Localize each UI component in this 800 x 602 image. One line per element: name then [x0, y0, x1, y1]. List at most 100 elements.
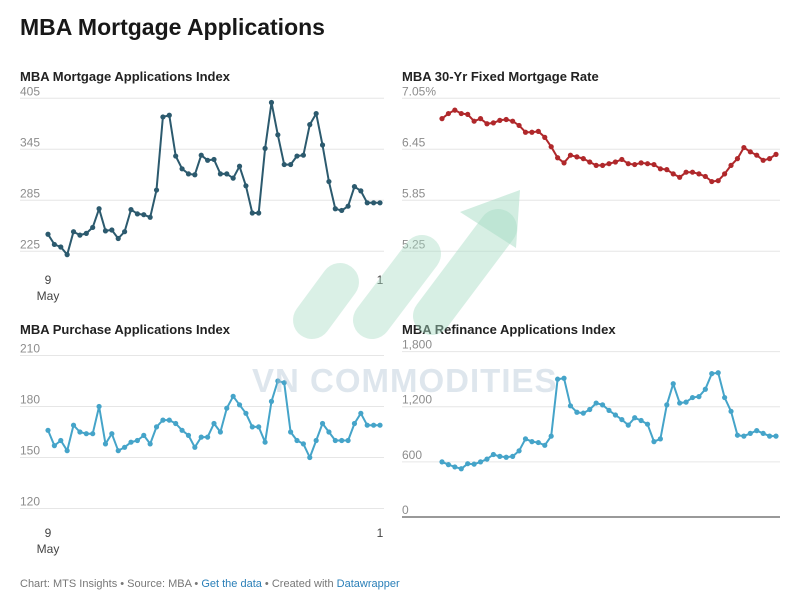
data-point[interactable] [638, 417, 644, 424]
data-point[interactable] [351, 184, 358, 190]
data-point[interactable] [741, 433, 747, 439]
data-point[interactable] [58, 244, 64, 250]
data-point[interactable] [153, 187, 160, 193]
data-point[interactable] [728, 408, 734, 414]
data-point[interactable] [567, 403, 574, 409]
data-point[interactable] [236, 163, 243, 169]
data-point[interactable] [722, 394, 728, 401]
data-point[interactable] [249, 210, 255, 216]
data-point[interactable] [102, 441, 109, 447]
data-point[interactable] [198, 434, 204, 440]
data-point[interactable] [224, 171, 230, 177]
data-point[interactable] [115, 235, 121, 242]
data-point[interactable] [83, 230, 89, 236]
data-point[interactable] [516, 448, 522, 454]
data-point[interactable] [109, 227, 115, 233]
data-point[interactable] [262, 145, 268, 151]
data-point[interactable] [619, 416, 625, 423]
datawrapper-link[interactable]: Datawrapper [336, 578, 400, 590]
data-point[interactable] [281, 161, 287, 168]
data-point[interactable] [561, 160, 567, 166]
data-point[interactable] [58, 437, 64, 444]
data-point[interactable] [319, 420, 326, 427]
data-point[interactable] [632, 415, 638, 421]
data-point[interactable] [651, 439, 657, 445]
data-point[interactable] [300, 441, 306, 447]
data-point[interactable] [580, 410, 586, 416]
data-point[interactable] [90, 431, 96, 437]
data-point[interactable] [677, 400, 683, 406]
data-point[interactable] [326, 178, 332, 185]
data-point[interactable] [134, 211, 140, 217]
data-point[interactable] [307, 122, 313, 128]
data-point[interactable] [522, 129, 529, 135]
data-point[interactable] [445, 462, 452, 468]
data-point[interactable] [580, 156, 586, 162]
data-point[interactable] [128, 207, 134, 213]
data-point[interactable] [484, 456, 490, 462]
data-point[interactable] [548, 433, 554, 439]
data-point[interactable] [211, 420, 217, 427]
data-point[interactable] [294, 153, 300, 159]
data-point[interactable] [288, 429, 294, 435]
data-point[interactable] [542, 134, 548, 140]
data-point[interactable] [625, 422, 631, 428]
data-point[interactable] [760, 157, 766, 163]
data-point[interactable] [741, 144, 747, 151]
data-point[interactable] [773, 151, 779, 157]
data-point[interactable] [51, 241, 57, 248]
data-point[interactable] [766, 156, 773, 162]
data-point[interactable] [192, 172, 198, 178]
data-point[interactable] [503, 454, 509, 460]
data-point[interactable] [275, 132, 281, 138]
data-point[interactable] [377, 422, 383, 428]
data-point[interactable] [345, 437, 351, 444]
data-point[interactable] [64, 448, 70, 454]
data-point[interactable] [339, 437, 345, 444]
data-point[interactable] [555, 376, 561, 382]
data-point[interactable] [535, 128, 541, 134]
data-point[interactable] [715, 178, 721, 184]
data-point[interactable] [471, 118, 477, 124]
data-point[interactable] [345, 203, 351, 209]
data-point[interactable] [696, 171, 702, 177]
data-point[interactable] [358, 188, 364, 194]
data-point[interactable] [484, 121, 490, 127]
data-point[interactable] [747, 430, 753, 436]
data-point[interactable] [326, 429, 332, 435]
data-point[interactable] [147, 441, 153, 447]
data-point[interactable] [606, 407, 612, 414]
data-point[interactable] [147, 214, 153, 220]
data-point[interactable] [574, 409, 580, 415]
data-point[interactable] [256, 424, 262, 430]
data-point[interactable] [249, 424, 255, 430]
data-point[interactable] [760, 430, 766, 436]
data-point[interactable] [179, 166, 185, 172]
data-point[interactable] [670, 381, 676, 387]
data-point[interactable] [651, 161, 657, 168]
data-point[interactable] [243, 183, 249, 189]
data-point[interactable] [102, 228, 109, 234]
data-point[interactable] [477, 459, 484, 465]
data-point[interactable] [689, 169, 696, 175]
data-point[interactable] [612, 159, 619, 165]
data-point[interactable] [224, 405, 230, 411]
data-point[interactable] [465, 111, 471, 117]
data-point[interactable] [364, 200, 370, 206]
data-point[interactable] [192, 444, 198, 450]
data-point[interactable] [587, 406, 593, 413]
data-point[interactable] [268, 99, 275, 106]
data-point[interactable] [83, 431, 89, 437]
data-point[interactable] [522, 436, 529, 442]
data-point[interactable] [64, 252, 70, 258]
data-point[interactable] [166, 417, 172, 423]
data-point[interactable] [141, 212, 147, 218]
data-point[interactable] [619, 156, 625, 163]
data-point[interactable] [153, 424, 160, 430]
data-point[interactable] [173, 420, 179, 427]
data-point[interactable] [529, 439, 535, 445]
data-point[interactable] [351, 420, 358, 427]
data-point[interactable] [747, 149, 753, 155]
data-point[interactable] [644, 421, 651, 427]
data-point[interactable] [332, 437, 338, 444]
